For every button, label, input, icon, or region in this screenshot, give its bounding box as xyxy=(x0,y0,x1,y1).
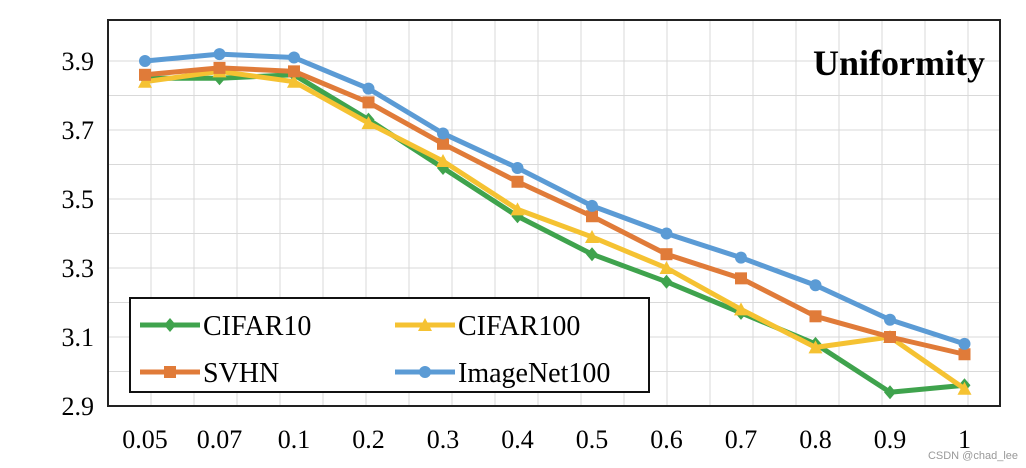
x-tick-label: 0.9 xyxy=(874,425,907,454)
data-point-cifar100 xyxy=(734,302,748,316)
legend-marker-cifar10 xyxy=(164,318,176,332)
watermark: CSDN @chad_lee xyxy=(927,450,1018,462)
legend-marker-cifar100 xyxy=(418,318,432,331)
legend-label-imagenet100: ImageNet100 xyxy=(458,358,610,389)
data-point-imagenet100 xyxy=(884,313,896,326)
legend-marker-imagenet100 xyxy=(419,366,431,378)
series-line-cifar100 xyxy=(144,68,966,391)
data-point-svhn xyxy=(660,248,673,261)
data-point-cifar100 xyxy=(361,116,376,130)
x-tick-label: 0.8 xyxy=(799,425,832,454)
data-point-svhn xyxy=(437,137,449,150)
y-tick-label: 2.9 xyxy=(62,392,95,421)
data-point-svhn xyxy=(586,210,598,223)
data-point-imagenet100 xyxy=(288,51,300,64)
y-tick-label: 3.7 xyxy=(62,116,95,145)
x-tick-label: 0.6 xyxy=(650,425,683,454)
data-point-svhn xyxy=(735,272,747,285)
y-tick-label: 3.3 xyxy=(62,254,95,283)
plot-frame xyxy=(107,19,1001,407)
data-point-svhn xyxy=(511,175,524,188)
data-point-cifar100 xyxy=(585,229,599,243)
data-point-imagenet100 xyxy=(660,227,673,240)
x-tick-label: 0.05 xyxy=(122,425,168,454)
legend-label-svhn: SVHN xyxy=(203,358,279,389)
data-point-svhn xyxy=(213,61,226,74)
x-tick-label: 0.4 xyxy=(501,425,534,454)
data-point-imagenet100 xyxy=(213,48,226,61)
x-tick-label: 0.7 xyxy=(725,425,758,454)
data-point-cifar10 xyxy=(586,247,598,262)
data-point-cifar10 xyxy=(660,274,673,289)
data-point-cifar100 xyxy=(138,74,152,88)
data-point-svhn xyxy=(139,68,151,81)
data-point-cifar10 xyxy=(884,385,896,400)
data-point-svhn xyxy=(958,348,971,361)
data-point-imagenet100 xyxy=(362,82,375,95)
data-point-svhn xyxy=(809,310,822,323)
data-point-cifar100 xyxy=(808,340,823,354)
x-tick-label: 1 xyxy=(958,425,971,454)
data-point-imagenet100 xyxy=(809,279,822,292)
legend-label-cifar10: CIFAR10 xyxy=(203,311,311,342)
data-point-imagenet100 xyxy=(586,199,598,212)
x-tick-label: 0.1 xyxy=(278,425,311,454)
series-line-cifar10 xyxy=(145,72,965,395)
x-tick-label: 0.3 xyxy=(427,425,460,454)
x-tick-label: 0.5 xyxy=(576,425,609,454)
series-line-svhn xyxy=(144,65,966,357)
legend-box xyxy=(129,297,650,393)
data-point-cifar100 xyxy=(287,74,301,88)
y-tick-label: 3.1 xyxy=(62,323,95,352)
legend-marker-svhn xyxy=(164,366,176,378)
series-line-imagenet100 xyxy=(144,51,966,347)
data-point-imagenet100 xyxy=(437,127,449,140)
x-tick-label: 0.2 xyxy=(352,425,385,454)
y-tick-label: 3.5 xyxy=(62,185,95,214)
data-point-imagenet100 xyxy=(735,251,747,264)
data-point-imagenet100 xyxy=(958,337,971,350)
data-point-imagenet100 xyxy=(139,55,151,67)
data-point-imagenet100 xyxy=(511,161,524,174)
chart-title: Uniformity xyxy=(813,43,985,83)
data-point-svhn xyxy=(884,331,896,343)
data-point-cifar100 xyxy=(957,381,972,395)
data-point-cifar100 xyxy=(510,202,525,216)
data-point-cifar100 xyxy=(659,261,674,274)
legend-label-cifar100: CIFAR100 xyxy=(458,311,580,342)
y-tick-label: 3.9 xyxy=(62,47,95,76)
x-tick-label: 0.07 xyxy=(197,425,243,454)
data-point-svhn xyxy=(362,96,375,109)
data-point-cifar100 xyxy=(436,154,450,168)
data-point-svhn xyxy=(288,65,300,78)
